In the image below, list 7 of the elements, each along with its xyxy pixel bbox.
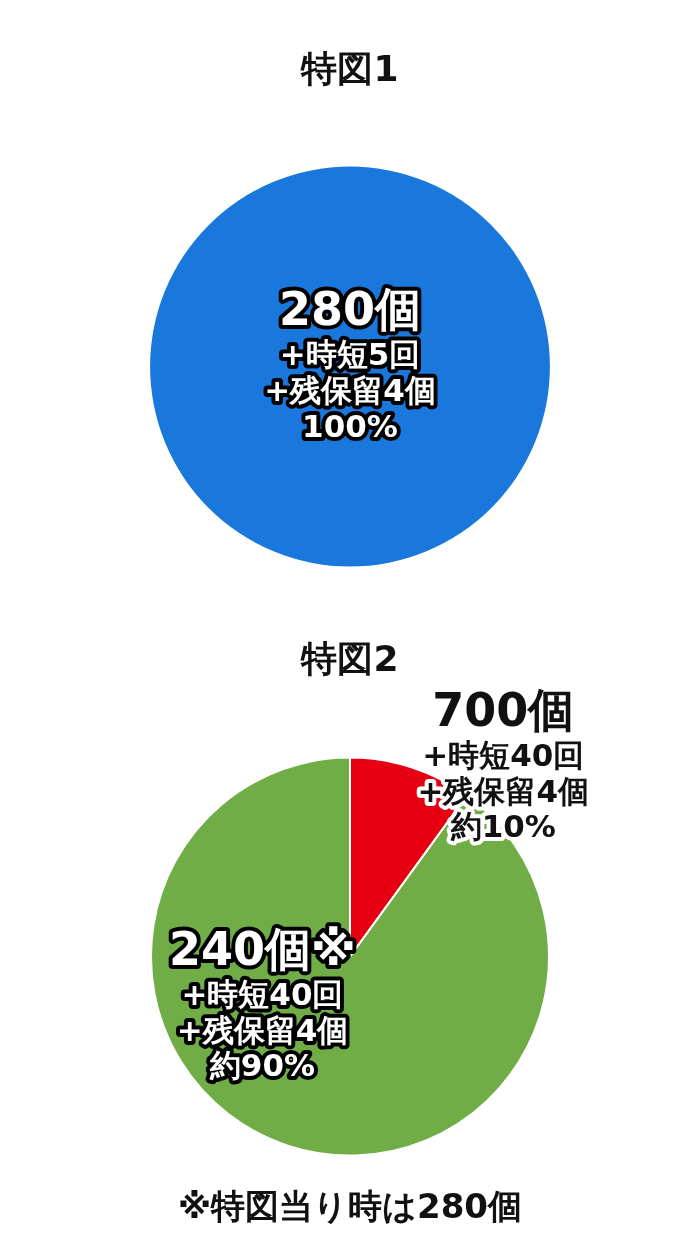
- chart-title: 特図2: [300, 637, 399, 679]
- data-label: 約90%: [208, 1047, 316, 1084]
- data-label: 100%: [302, 407, 398, 444]
- slice-label: 280個 +時短5回 +残保留4個: [264, 282, 436, 409]
- chart-title: 特図1: [300, 47, 399, 89]
- text: ※特図当り時は280個: [177, 1185, 523, 1228]
- slice-label: 240個※ +時短40回 +残保留4個: [169, 921, 356, 1048]
